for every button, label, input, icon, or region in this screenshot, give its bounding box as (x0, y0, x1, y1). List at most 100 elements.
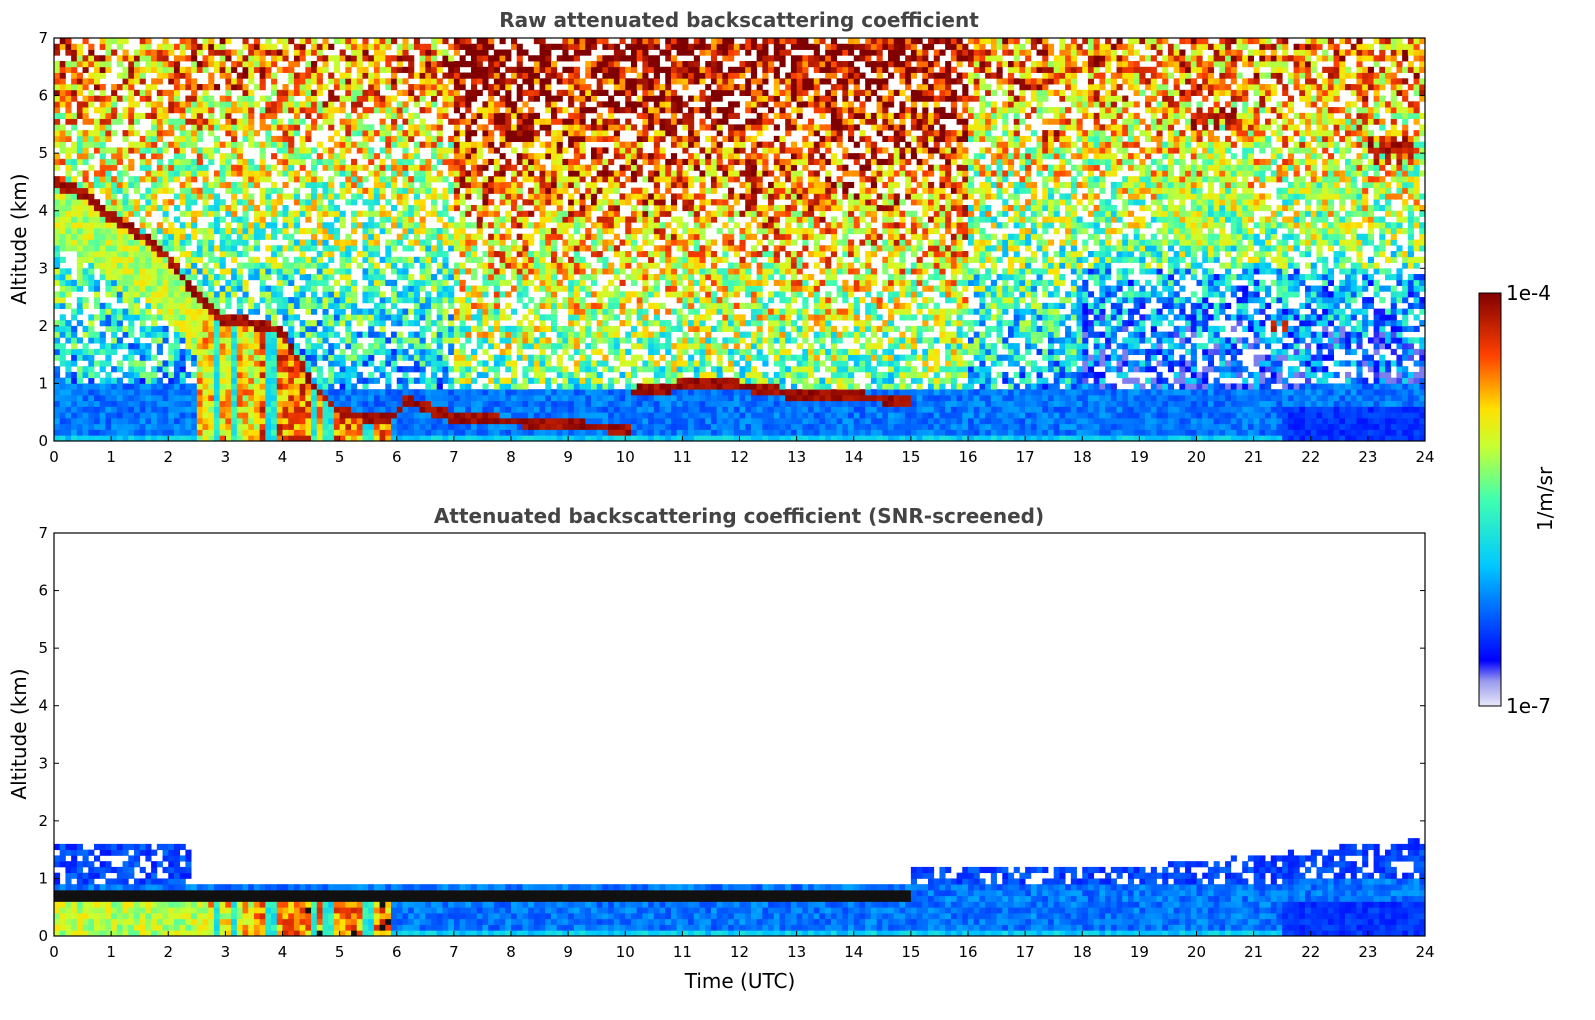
heatmap-cell (213, 256, 221, 263)
heatmap-cell (333, 314, 341, 321)
heatmap-cell (202, 400, 209, 407)
heatmap-cell (248, 371, 255, 379)
heatmap-cell (105, 43, 112, 50)
heatmap-cell (133, 227, 141, 235)
heatmap-cell (116, 256, 123, 263)
heatmap-cell (173, 331, 181, 338)
heatmap-cell (276, 383, 283, 390)
heatmap-cell (316, 112, 323, 119)
heatmap-cell (219, 291, 226, 298)
heatmap-cell (379, 210, 386, 217)
heatmap-cell (253, 394, 261, 402)
heatmap-cell (425, 251, 432, 258)
heatmap-cell (271, 262, 278, 269)
heatmap-cell (145, 193, 152, 200)
heatmap-cell (368, 348, 375, 356)
heatmap-cell (128, 412, 135, 419)
heatmap-cell (208, 256, 215, 263)
heatmap-cell (396, 256, 403, 263)
heatmap-cell (425, 135, 432, 143)
heatmap-cell (562, 406, 569, 413)
heatmap-cell (59, 268, 66, 275)
heatmap-cell (133, 360, 141, 367)
heatmap-cell (116, 158, 123, 166)
heatmap-cell (476, 38, 483, 45)
heatmap-cell (419, 325, 426, 333)
heatmap-cell (236, 251, 243, 258)
heatmap-cell (459, 216, 466, 223)
heatmap-cell (448, 417, 455, 425)
heatmap-cell (271, 308, 278, 315)
heatmap-cell (202, 274, 209, 281)
heatmap-cell (573, 348, 580, 356)
heatmap-cell (253, 66, 261, 73)
heatmap-cell (453, 164, 460, 171)
heatmap-cell (151, 61, 158, 68)
heatmap-cell (311, 187, 318, 194)
heatmap-cell (88, 199, 95, 206)
heatmap-cell (231, 354, 238, 361)
heatmap-cell (76, 181, 83, 189)
heatmap-cell (379, 366, 386, 373)
heatmap-cell (185, 38, 192, 45)
heatmap-cell (288, 314, 295, 321)
heatmap-cell (539, 343, 546, 350)
heatmap-cell (185, 262, 192, 269)
heatmap-cell (328, 314, 335, 321)
heatmap-cell (431, 435, 438, 441)
heatmap-cell (368, 193, 375, 200)
heatmap-cell (373, 210, 381, 217)
heatmap-cell (339, 308, 346, 315)
heatmap-cell (265, 297, 272, 304)
heatmap-cell (76, 233, 83, 240)
heatmap-cell (505, 233, 512, 240)
heatmap-cell (391, 164, 398, 171)
heatmap-cell (442, 297, 449, 304)
heatmap-cell (173, 170, 181, 177)
heatmap-cell (373, 377, 381, 384)
heatmap-cell (488, 176, 495, 183)
heatmap-cell (76, 153, 83, 160)
heatmap-cell (139, 423, 146, 430)
heatmap-cell (379, 147, 386, 154)
heatmap-cell (242, 251, 249, 258)
heatmap-cell (459, 233, 466, 240)
heatmap-cell (231, 325, 238, 333)
heatmap-cell (550, 268, 558, 275)
heatmap-cell (293, 118, 301, 125)
heatmap-cell (436, 227, 443, 235)
heatmap-cell (225, 371, 232, 379)
heatmap-cell (522, 158, 529, 166)
heatmap-cell (168, 343, 175, 350)
heatmap-cell (545, 72, 552, 79)
heatmap-cell (208, 314, 215, 321)
heatmap-cell (191, 429, 198, 436)
heatmap-cell (539, 279, 546, 286)
heatmap-cell (219, 101, 226, 108)
heatmap-cell (448, 61, 455, 68)
heatmap-cell (385, 147, 392, 154)
heatmap-cell (133, 343, 141, 350)
heatmap-cell (436, 429, 443, 436)
heatmap-cell (465, 153, 472, 160)
heatmap-cell (408, 366, 415, 373)
heatmap-cell (339, 78, 346, 85)
heatmap-cell (162, 245, 169, 252)
heatmap-cell (305, 89, 312, 96)
heatmap-cell (259, 435, 266, 441)
heatmap-cell (482, 49, 489, 56)
heatmap-cell (362, 187, 369, 194)
heatmap-cell (185, 291, 192, 298)
heatmap-cell (408, 130, 415, 137)
heatmap-cell (282, 256, 289, 263)
heatmap-cell (288, 233, 295, 240)
heatmap-cell (431, 204, 438, 212)
heatmap-cell (533, 262, 540, 269)
heatmap-cell (533, 429, 540, 436)
heatmap-cell (391, 406, 398, 413)
heatmap-cell (345, 429, 352, 436)
heatmap-cell (111, 383, 118, 390)
heatmap-cell (276, 274, 283, 281)
heatmap-cell (322, 147, 329, 154)
heatmap-cell (493, 308, 500, 315)
